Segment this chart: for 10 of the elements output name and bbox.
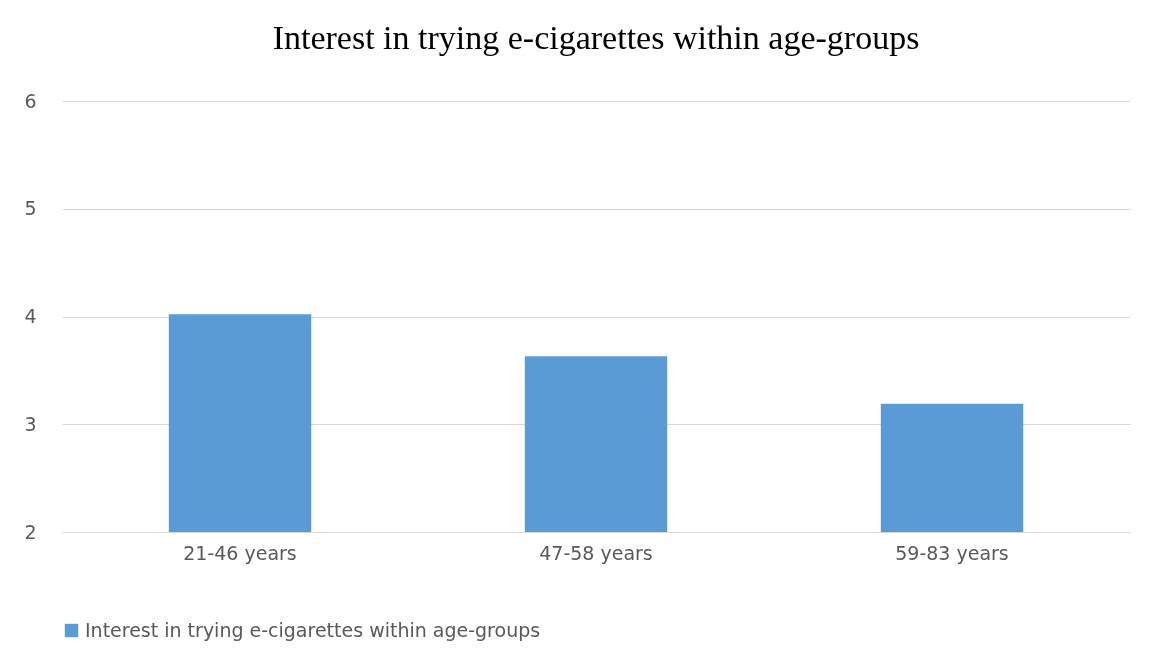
legend-label: Interest in trying e-cigarettes within age-groups <box>85 618 541 641</box>
y-tick-label: 5 <box>24 197 37 220</box>
y-tick-label: 4 <box>24 305 37 327</box>
chart-title: Interest in trying e-cigarettes within age-groups <box>272 19 920 56</box>
y-tick-label: 6 <box>24 89 37 112</box>
x-tick-label: 21-46 years <box>183 541 297 564</box>
y-tick-label: 3 <box>24 412 37 435</box>
y-tick-label: 2 <box>24 520 37 543</box>
x-tick-label: 59-83 years <box>895 541 1009 564</box>
x-tick-label: 47-58 years <box>539 541 653 564</box>
